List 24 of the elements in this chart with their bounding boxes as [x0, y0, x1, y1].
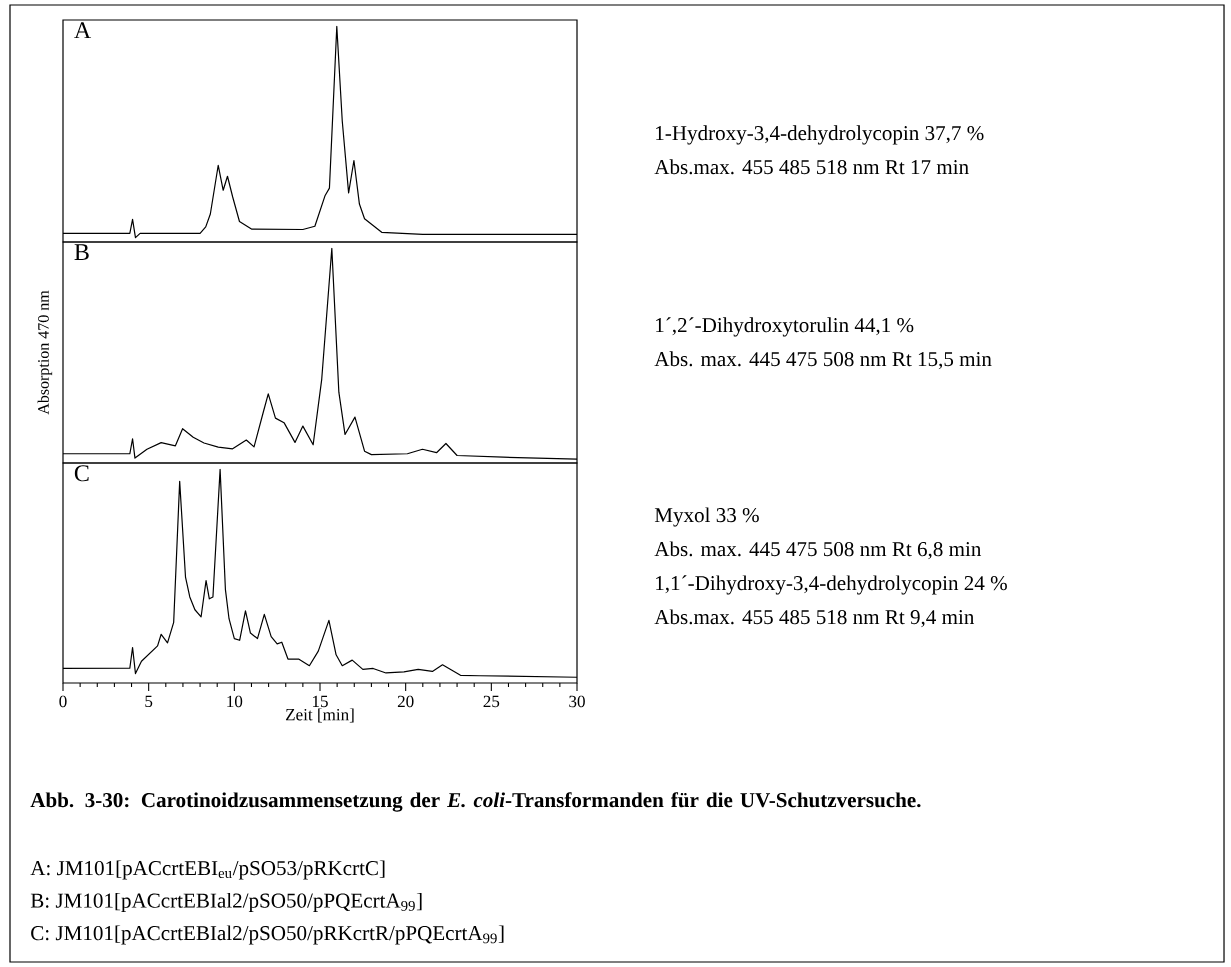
text: Abs. max. 445 475 508 nm Rt 15,5 min: [654, 351, 992, 370]
x-tick-label: 15: [312, 695, 328, 708]
x-tick-label: 20: [397, 695, 414, 708]
text: Abs. max. 445 475 508 nm Rt 6,8 min: [654, 541, 982, 560]
text: A: JM101[pACcrtEBI$_{eu}$/pSO53/pRKcrtC]: [30, 860, 385, 880]
x-tick-label: 10: [227, 695, 243, 708]
text: 1´,2´-Dihydroxytorulin 44,1 %: [656, 317, 914, 337]
y-axis-title: Absorption 470 nm: [37, 290, 53, 415]
x-tick-label: 5: [145, 695, 153, 708]
text: B: JM101[pACcrtEBIal2/pSO50/pPQEcrtA$_{99}$]: [30, 892, 422, 912]
caption: Abb. 3-30: Carotinoidzusammensetzung der E. coli-Transformanden für die UV-Schutzversuche.: [30, 792, 921, 812]
text: 1-Hydroxy-3,4-dehydrolycopin 37,7 %: [656, 125, 984, 145]
x-tick-label: 0: [59, 695, 67, 708]
text: C: JM101[pACcrtEBIal2/pSO50/pRKcrtR/pPQEcrtA$_{99}$]: [31, 925, 504, 945]
chart-title: B: [74, 244, 89, 260]
text: 1,1´-Dihydroxy-3,4-dehydrolycopin 24 %: [656, 575, 1007, 595]
x-tick-label: 25: [483, 695, 500, 708]
x-tick-label: 30: [569, 695, 585, 708]
x-axis-title: Zeit [min]: [285, 708, 354, 723]
text: Abs.max. 455 485 518 nm Rt 9,4 min: [654, 609, 975, 628]
text: Myxol 33 %: [654, 507, 759, 527]
chart-title: A: [74, 22, 92, 39]
chart-title: C: [74, 465, 89, 482]
text: Abs.max. 455 485 518 nm Rt 17 min: [654, 159, 969, 175]
